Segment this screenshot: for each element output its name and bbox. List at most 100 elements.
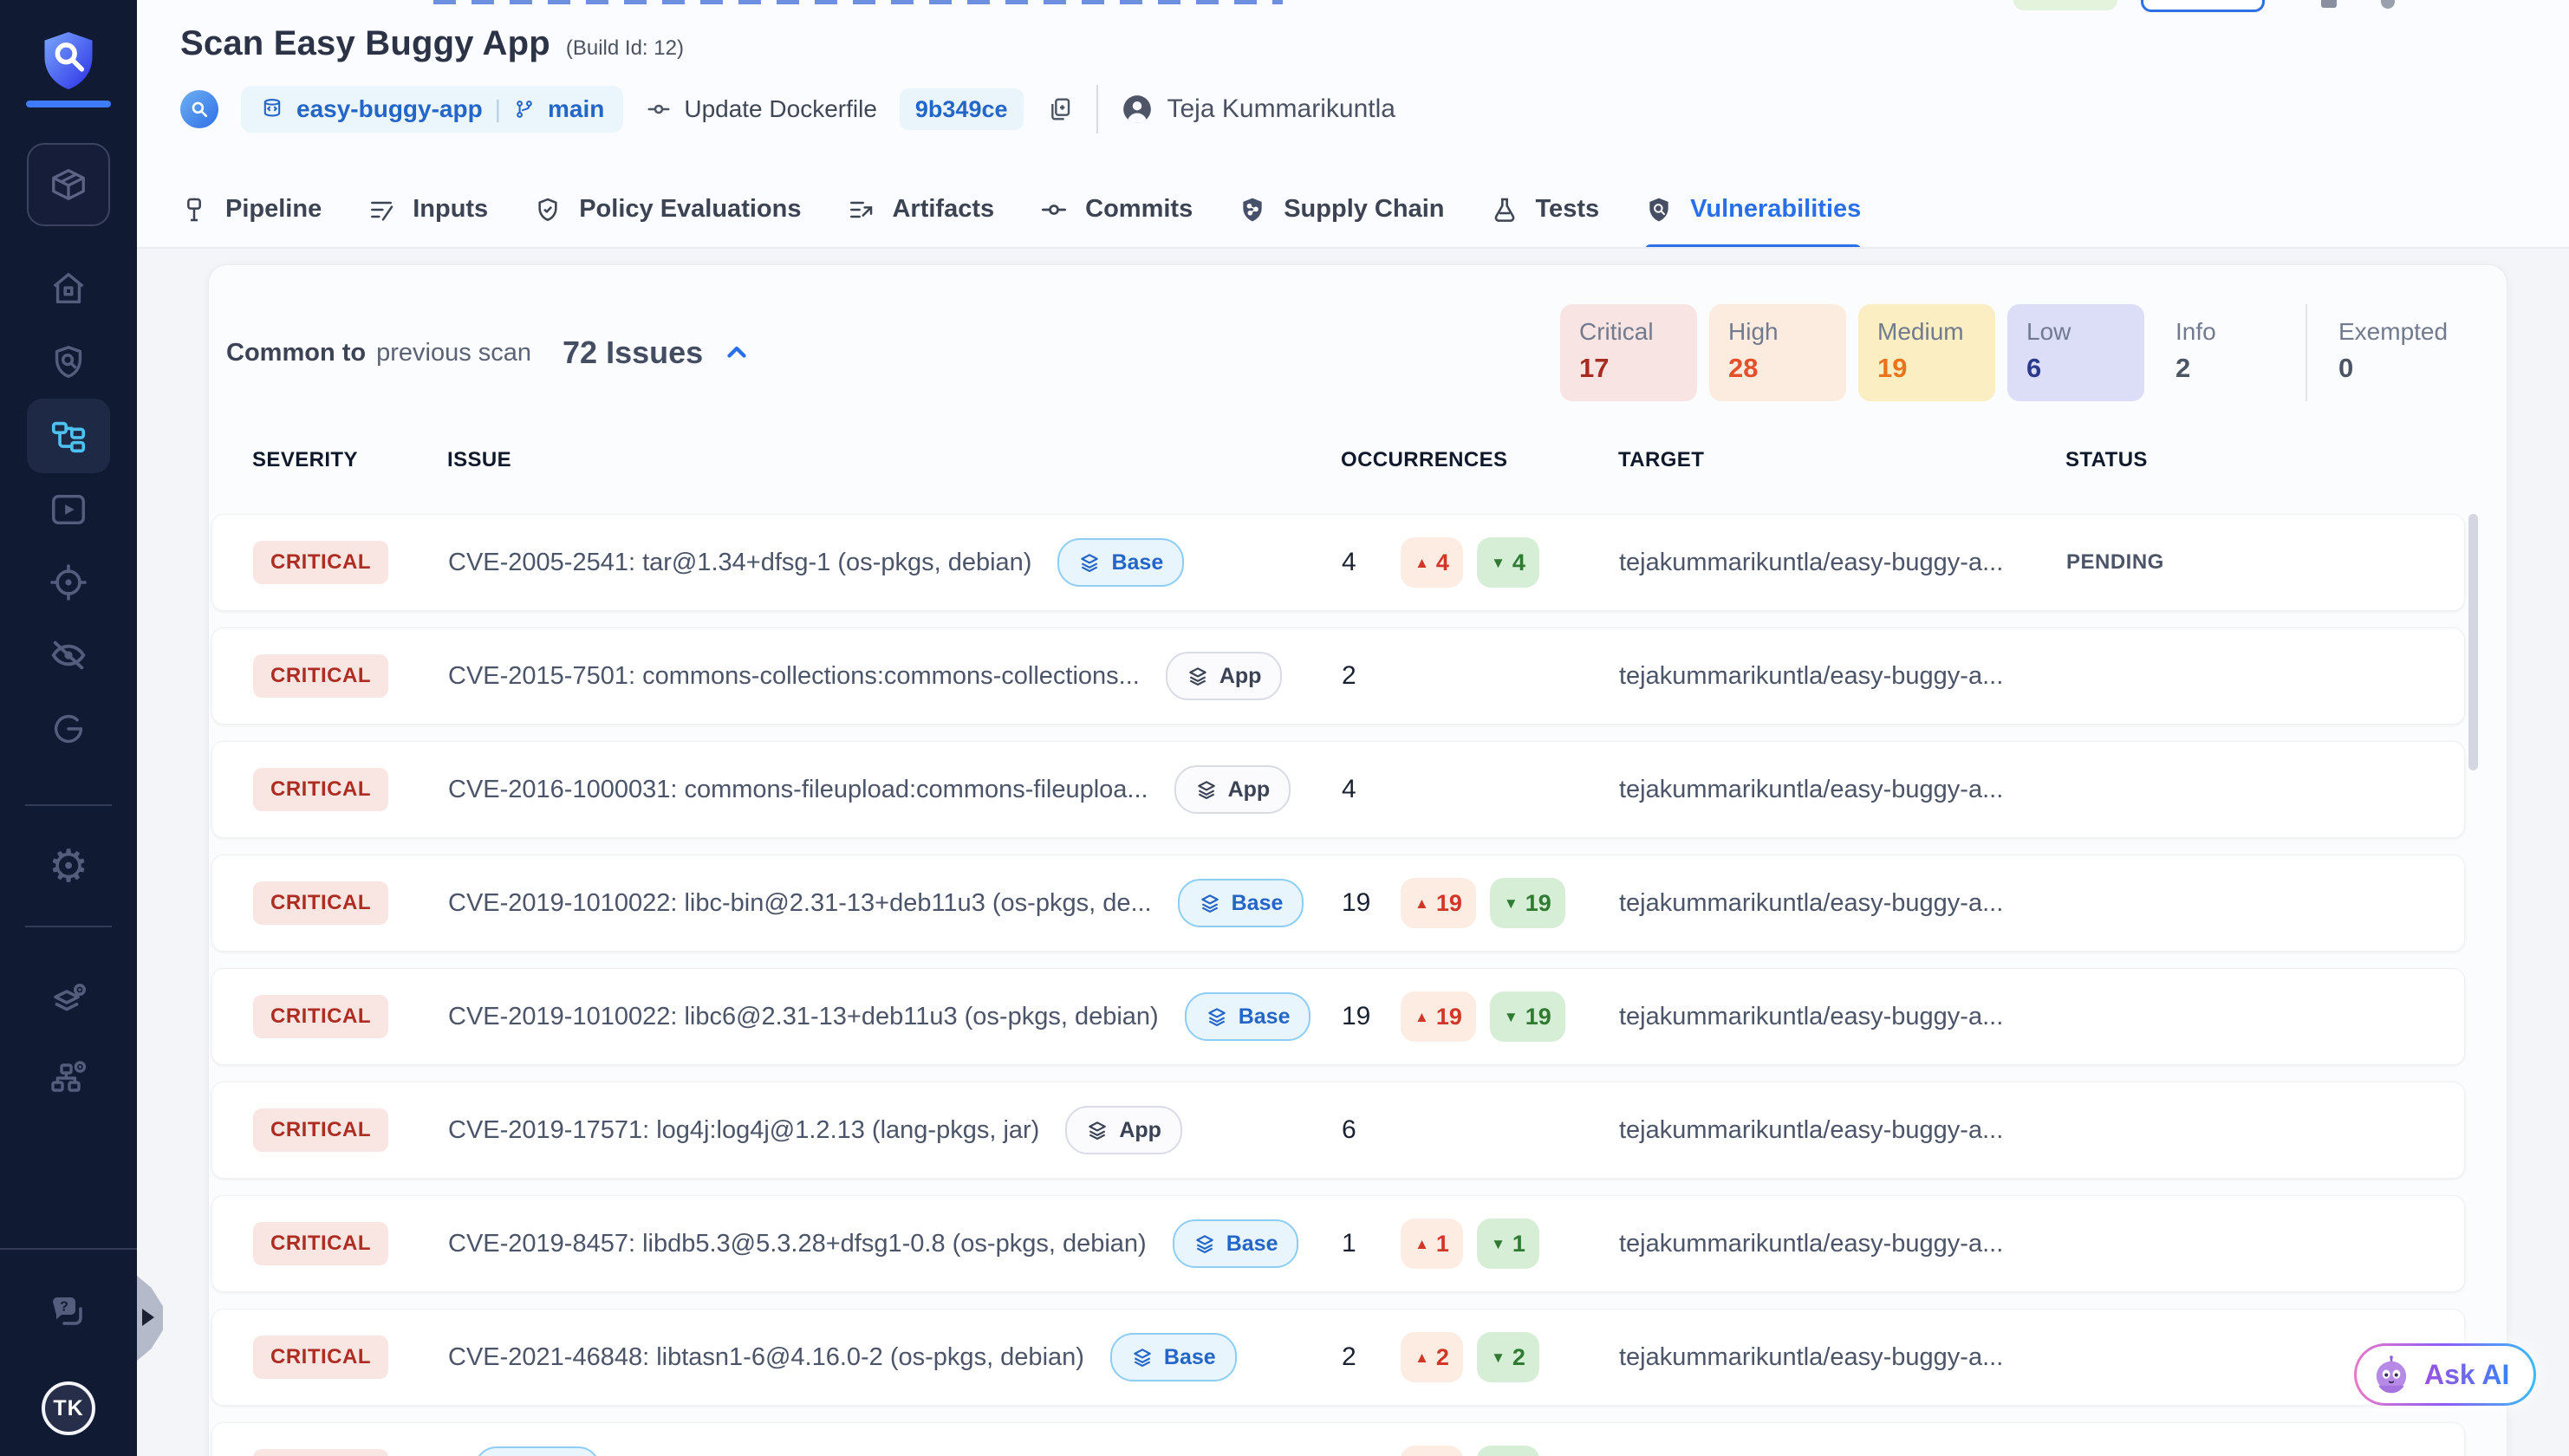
- sidebar-item-ignored[interactable]: [47, 635, 90, 675]
- delta-down-badge: ▼ 19: [1489, 991, 1565, 1042]
- severity-badge: CRITICAL: [253, 541, 388, 584]
- sidebar-item-settings[interactable]: ⚙: [49, 841, 89, 893]
- severity-summary-chip[interactable]: Medium 19: [1858, 304, 1995, 401]
- target-scope-icon: [50, 564, 87, 601]
- table-row[interactable]: CRITICAL CVE-2015-7501: commons-collecti…: [211, 627, 2465, 725]
- tab-tests[interactable]: Tests: [1491, 170, 1599, 249]
- severity-summary: Critical 17 High 28 Medium 19 Low 6 Info…: [1560, 304, 2456, 401]
- layer-chip: Base: [1057, 538, 1185, 587]
- tab-commits[interactable]: Commits: [1040, 170, 1193, 249]
- sidebar-divider: [25, 804, 112, 806]
- table-row[interactable]: CRITICAL CVE-2019-8457: libdb5.3@5.3.28+…: [211, 1195, 2465, 1292]
- severity-badge: CRITICAL: [253, 1336, 388, 1379]
- triangle-down-icon: ▼: [1503, 894, 1519, 912]
- severity-summary-chip[interactable]: High 28: [1709, 304, 1846, 401]
- table-row[interactable]: CRITICAL Base ▲ ▼: [211, 1422, 2465, 1456]
- issues-count: 72 Issues: [563, 335, 704, 370]
- cutoff-outline-button[interactable]: [2141, 0, 2265, 12]
- sidebar-item-runs[interactable]: [49, 490, 88, 530]
- col-issue: ISSUE: [447, 448, 512, 471]
- repo-branch-chip[interactable]: easy-buggy-app | main: [241, 86, 624, 133]
- severity-badge: CRITICAL: [253, 768, 388, 811]
- sidebar-item-project-package[interactable]: [27, 143, 110, 226]
- delta-down-badge: ▼ 4: [1477, 537, 1539, 588]
- severity-summary-chip[interactable]: Low 6: [2007, 304, 2144, 401]
- target-text: tejakummarikuntla/easy-buggy-a...: [1619, 1229, 2004, 1258]
- copy-icon: [1050, 98, 1070, 120]
- occurrence-count: 2: [1342, 661, 1356, 690]
- runs-play-icon: [52, 494, 85, 525]
- occurrence-count: 2: [1342, 1342, 1356, 1371]
- severity-badge: CRITICAL: [253, 995, 388, 1038]
- sidebar-item-infrastructure[interactable]: [48, 1055, 89, 1096]
- severity-summary-chip[interactable]: Info 2: [2156, 304, 2293, 401]
- sidebar-item-scans[interactable]: [49, 342, 88, 382]
- severity-label: Info: [2176, 318, 2216, 345]
- layers-settings-icon: [54, 984, 86, 1011]
- tab-inputs[interactable]: Inputs: [367, 170, 488, 249]
- sidebar-item-help[interactable]: ?: [46, 1292, 91, 1334]
- build-id-label: (Build Id: 12): [565, 36, 684, 60]
- sidebar-item-home[interactable]: [49, 269, 88, 309]
- delta-up-badge: ▲ 1: [1401, 1219, 1463, 1269]
- vulnerabilities-panel: Common to previous scan 72 Issues Critic…: [208, 264, 2507, 1456]
- tab-policy-evaluations[interactable]: Policy Evaluations: [534, 170, 801, 249]
- col-occurrences: OCCURRENCES: [1341, 448, 1508, 471]
- git-branch-icon: [517, 101, 532, 118]
- ask-ai-button[interactable]: Ask AI: [2354, 1343, 2537, 1406]
- sidebar-item-power[interactable]: [49, 709, 88, 749]
- table-row[interactable]: CRITICAL CVE-2019-1010022: libc6@2.31-13…: [211, 968, 2465, 1065]
- table-row[interactable]: CRITICAL CVE-2019-17571: log4j:log4j@1.2…: [211, 1082, 2465, 1179]
- sidebar-item-targets[interactable]: [48, 562, 89, 603]
- severity-count: 0: [2338, 353, 2354, 383]
- ai-mascot-icon: [2376, 1355, 2407, 1394]
- list-arrow-icon: [850, 201, 873, 218]
- tab-vulnerabilities[interactable]: Vulnerabilities: [1645, 170, 1862, 250]
- summary-row: Common to previous scan 72 Issues Critic…: [226, 304, 2456, 401]
- table-row[interactable]: CRITICAL CVE-2005-2541: tar@1.34+dfsg-1 …: [211, 514, 2465, 611]
- tab-supply-chain[interactable]: Supply Chain: [1239, 170, 1445, 249]
- severity-label: High: [1728, 318, 1779, 345]
- commit-hash-chip[interactable]: 9b349ce: [899, 88, 1024, 130]
- severity-badge: CRITICAL: [253, 1449, 388, 1456]
- milestone-icon: [187, 198, 201, 221]
- issue-title: CVE-2005-2541: tar@1.34+dfsg-1 (os-pkgs,…: [448, 548, 1032, 576]
- target-text: tejakummarikuntla/easy-buggy-a...: [1619, 1342, 2004, 1371]
- app-logo-shield-icon[interactable]: [40, 29, 97, 92]
- table-scrollbar[interactable]: [2468, 514, 2478, 770]
- author-info: Teja Kummarikuntla: [1121, 93, 1395, 126]
- collapse-chevron-icon[interactable]: [722, 338, 751, 367]
- supply-chain-shield-icon: [1243, 198, 1262, 221]
- delta-up-badge: ▲ 4: [1401, 537, 1463, 588]
- user-avatar[interactable]: TK: [42, 1381, 95, 1435]
- layer-chip: Base: [474, 1446, 601, 1456]
- sidebar-item-layers-settings[interactable]: [48, 980, 89, 1022]
- flask-icon: [1494, 198, 1514, 222]
- table-row[interactable]: CRITICAL CVE-2021-46848: libtasn1-6@4.16…: [211, 1309, 2465, 1406]
- tab-pipeline[interactable]: Pipeline: [180, 170, 322, 249]
- person-avatar-icon: [1122, 95, 1151, 123]
- tab-artifacts[interactable]: Artifacts: [847, 170, 994, 249]
- delta-down-badge: ▼ 2: [1477, 1332, 1539, 1382]
- table-row[interactable]: CRITICAL CVE-2016-1000031: commons-fileu…: [211, 741, 2465, 838]
- author-name: Teja Kummarikuntla: [1167, 94, 1395, 123]
- git-commit-icon: [1042, 204, 1067, 215]
- severity-summary-chip[interactable]: Critical 17: [1560, 304, 1697, 401]
- scan-scope[interactable]: Common to previous scan 72 Issues: [226, 335, 751, 371]
- sidebar-item-pipelines-active[interactable]: [27, 399, 110, 473]
- issue-title: CVE-2019-8457: libdb5.3@5.3.28+dfsg1-0.8…: [448, 1229, 1147, 1258]
- issue-title: CVE-2015-7501: commons-collections:commo…: [448, 661, 1140, 690]
- shield-scan-logo-icon: [44, 32, 93, 89]
- repository-icon: [263, 98, 281, 117]
- tabbar-divider: [137, 247, 2569, 249]
- delta-up-badge: ▲: [1401, 1446, 1463, 1456]
- table-row[interactable]: CRITICAL CVE-2019-1010022: libc-bin@2.31…: [211, 855, 2465, 952]
- copy-hash-button[interactable]: [1046, 95, 1074, 123]
- cutoff-green-button[interactable]: [2013, 0, 2117, 10]
- occurrence-count: 1: [1342, 1229, 1356, 1258]
- severity-summary-chip[interactable]: Exempted 0: [2319, 304, 2456, 401]
- triangle-up-icon: ▲: [1415, 1349, 1429, 1366]
- triangle-up-icon: ▲: [1415, 894, 1429, 912]
- severity-label: Exempted: [2338, 318, 2449, 345]
